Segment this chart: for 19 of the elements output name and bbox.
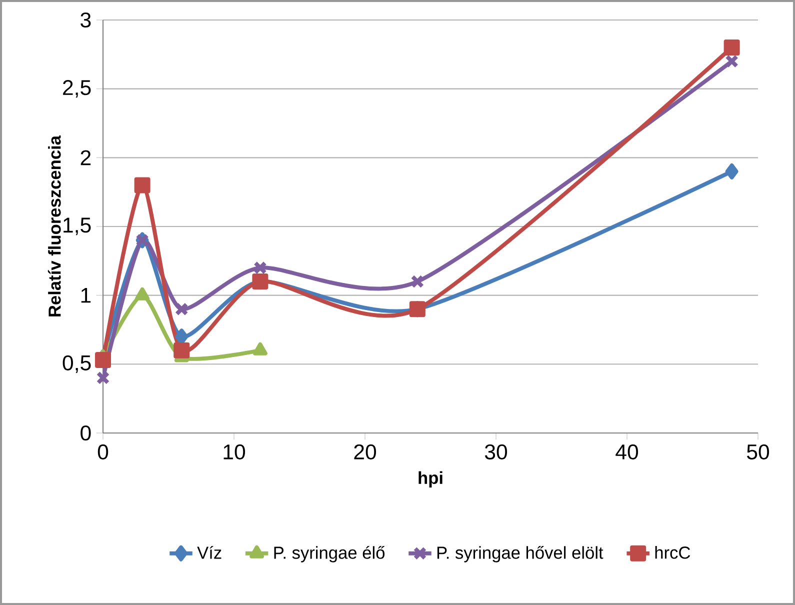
y-tick-label: 3 [80,12,91,28]
x-tick-label: 10 [224,444,246,460]
y-tick-label: 1,5 [64,218,91,236]
x-tick-label: 50 [746,444,770,460]
y-tick-label: 2,5 [63,80,91,98]
y-tick-label: 0 [80,425,91,441]
legend-label: hrcC [655,546,690,559]
y-tick-label: 1 [81,288,91,303]
x-tick-label: 0 [98,444,108,460]
legend-label: P. syringae hővel elölt [437,546,604,562]
x-tick-label: 30 [484,444,508,460]
x-tick-label: 40 [616,444,638,460]
legend-label: Víz [197,546,222,559]
y-tick-label: 2 [80,150,91,166]
y-tick-label: 0,5 [62,355,91,373]
legend-label: P. syringae élő [274,546,385,562]
x-tick-label: 20 [354,444,376,460]
x-axis-title: hpi [418,471,442,488]
y-axis-title: Relatív fluoreszcencia [48,135,61,316]
